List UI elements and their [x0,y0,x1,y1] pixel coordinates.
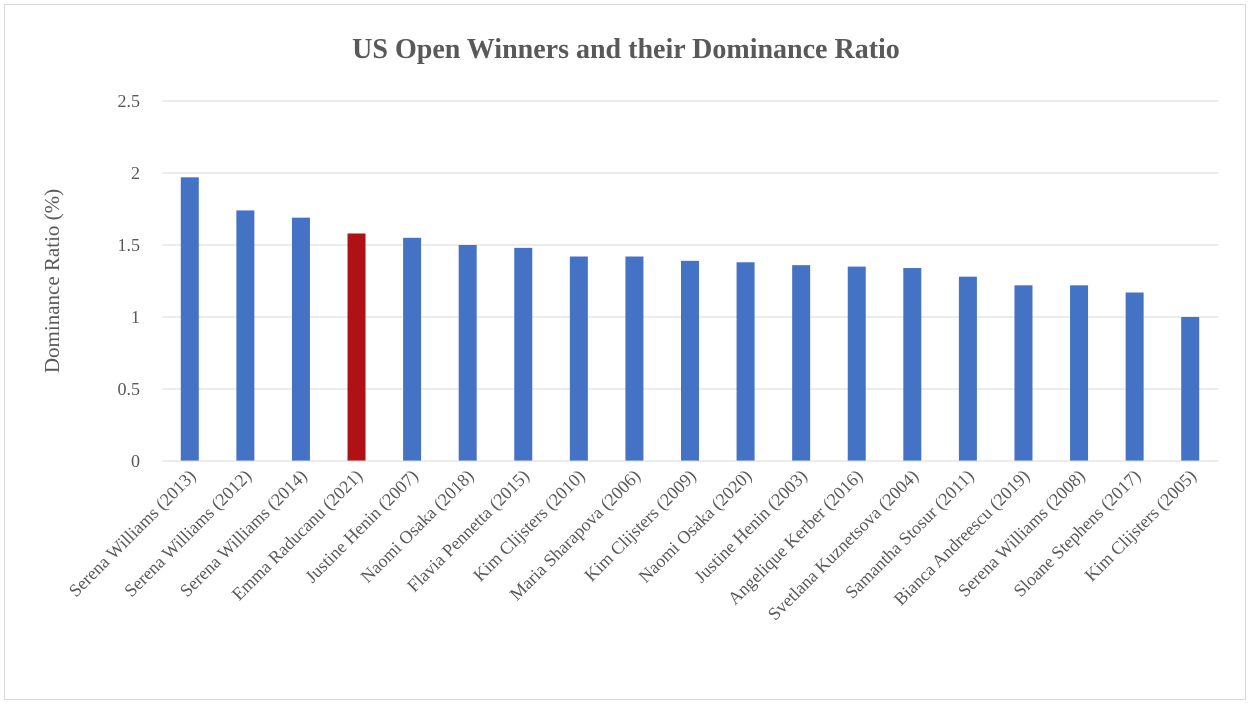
bar [958,276,977,461]
y-tick-label: 0 [131,451,140,471]
x-axis-labels: Serena Williams (2013)Serena Williams (2… [65,466,1201,625]
y-axis-ticks: 0 0.5 1 1.5 2 2.5 [118,91,141,471]
bar [681,260,699,461]
bar [347,233,366,461]
y-tick-label: 1 [131,307,140,327]
bar [792,265,811,461]
bar [514,247,533,461]
y-tick-label: 2 [131,163,140,183]
bar [1181,317,1200,461]
x-tick-label: Kim Clijsters (2005) [1081,466,1201,586]
bar [1014,285,1033,461]
bar [569,256,588,461]
bar [458,245,477,461]
bar [1070,285,1089,461]
chart-title: US Open Winners and their Dominance Rati… [352,34,900,65]
y-axis-label: Dominance Ratio (%) [40,189,64,373]
bar [903,268,922,461]
bar [625,256,644,461]
bar [1125,292,1144,461]
bars [180,177,1200,461]
bar [180,177,199,461]
bar [736,262,755,461]
chart-frame [4,4,1246,700]
bar [403,237,422,461]
bar [236,210,255,461]
y-tick-label: 1.5 [118,235,141,255]
y-tick-label: 0.5 [118,379,141,399]
bar [291,217,310,461]
bar [847,266,866,461]
y-tick-label: 2.5 [118,91,141,111]
